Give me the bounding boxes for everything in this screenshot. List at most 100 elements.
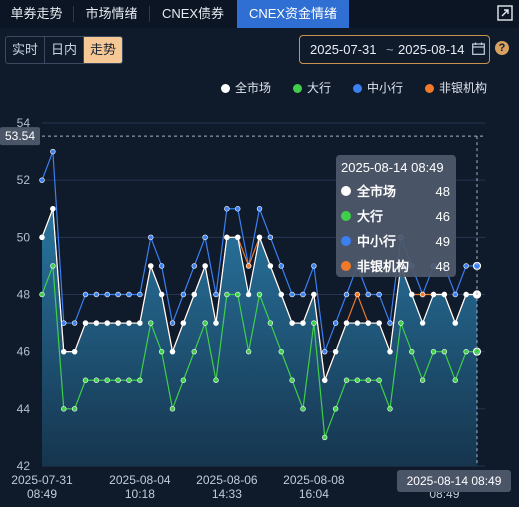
legend-item-all-market[interactable]: 全市场 — [221, 80, 271, 96]
data-point — [267, 320, 274, 326]
data-point — [224, 291, 230, 298]
data-point — [137, 291, 143, 298]
mode-realtime-button[interactable]: 实时 — [6, 37, 46, 63]
data-point — [235, 291, 241, 298]
tooltip-series-value: 46 — [436, 209, 450, 224]
x-tick-label: 08:49 — [27, 487, 57, 501]
data-point — [61, 406, 67, 412]
data-point — [50, 206, 56, 212]
data-point — [180, 291, 187, 298]
data-point — [278, 291, 284, 298]
data-point — [430, 291, 437, 298]
mode-intraday-button[interactable]: 日内 — [45, 37, 85, 63]
y-tick-label: 44 — [17, 402, 31, 416]
legend-dot — [425, 84, 434, 93]
data-point — [71, 406, 78, 412]
data-point — [180, 320, 187, 326]
data-point — [365, 291, 371, 298]
data-point — [267, 263, 274, 269]
help-icon[interactable]: ? — [495, 41, 509, 55]
data-point — [354, 291, 361, 298]
data-point — [245, 291, 252, 298]
data-point — [365, 377, 371, 383]
date-range-picker[interactable]: 2025-07-31 ~ 2025-08-14 — [299, 35, 490, 64]
tooltip-series-value: 48 — [436, 184, 450, 199]
data-point — [256, 234, 263, 241]
tab-bond-trend[interactable]: 单券走势 — [10, 6, 63, 21]
data-point — [289, 291, 295, 298]
data-point — [387, 320, 393, 326]
data-point — [409, 348, 415, 355]
data-point — [202, 320, 208, 326]
data-point — [71, 348, 78, 355]
data-point — [104, 377, 110, 383]
data-point — [224, 206, 230, 212]
data-point — [387, 406, 393, 412]
data-point — [376, 320, 382, 326]
tooltip-dot — [341, 186, 351, 196]
data-point — [148, 320, 154, 326]
tab-cnex-fund-sentiment[interactable]: CNEX资金情绪 — [237, 0, 349, 28]
data-point — [82, 377, 89, 383]
data-point — [311, 263, 317, 269]
data-point — [169, 406, 176, 412]
data-point — [311, 320, 317, 326]
tooltip-series-name: 非银机构 — [357, 259, 409, 274]
data-point — [343, 320, 350, 326]
tooltip-dot — [341, 236, 351, 246]
data-point — [300, 291, 306, 298]
data-point — [332, 348, 339, 355]
data-point — [289, 320, 295, 326]
data-point — [387, 348, 393, 355]
data-point — [235, 234, 241, 241]
data-point — [137, 320, 143, 326]
data-point — [256, 291, 263, 298]
tab-market-sentiment[interactable]: 市场情绪 — [85, 6, 138, 21]
data-point — [245, 263, 252, 269]
mode-switch: 实时 日内 走势 — [5, 36, 124, 64]
end-date: 2025-08-14 — [398, 42, 465, 57]
data-point — [441, 348, 448, 355]
data-point — [419, 291, 426, 298]
data-point — [278, 263, 284, 269]
tooltip-title: 2025-08-14 08:49 — [341, 160, 444, 175]
data-point — [463, 291, 469, 298]
legend-item-big-banks[interactable]: 大行 — [293, 80, 331, 96]
fullscreen-icon[interactable] — [497, 5, 513, 21]
y-tick-label: 54 — [17, 116, 31, 130]
y-tick-label: 50 — [17, 230, 31, 244]
data-point — [376, 377, 382, 383]
x-tick-label: 2025-08-04 — [109, 473, 171, 487]
data-point — [224, 234, 230, 241]
data-point — [256, 206, 263, 212]
data-point — [332, 320, 339, 326]
data-point — [289, 377, 295, 383]
data-point — [332, 406, 339, 412]
tab-bar: 单券走势 市场情绪 CNEX债券 CNEX资金情绪 — [0, 0, 519, 28]
data-point — [148, 263, 154, 269]
start-date: 2025-07-31 — [310, 42, 377, 57]
data-point — [322, 434, 328, 441]
legend-item-small-banks[interactable]: 中小行 — [353, 80, 403, 96]
data-point — [61, 320, 67, 326]
data-point — [39, 291, 45, 298]
data-point — [235, 206, 241, 212]
legend-item-non-bank[interactable]: 非银机构 — [425, 80, 487, 96]
tooltip-box — [336, 155, 456, 277]
data-point — [104, 291, 110, 298]
tooltip-series-value: 49 — [436, 234, 450, 249]
data-point — [115, 377, 121, 383]
crosshair-y-label-box — [0, 127, 40, 146]
tab-cnex-bond[interactable]: CNEX债券 — [161, 6, 225, 21]
data-point — [93, 291, 100, 298]
data-point — [213, 377, 219, 383]
data-point — [213, 320, 219, 326]
data-point — [158, 263, 165, 269]
data-point — [115, 291, 121, 298]
data-point — [191, 291, 197, 298]
mode-trend-button[interactable]: 走势 — [84, 37, 123, 63]
legend-dot — [293, 84, 302, 93]
data-point — [245, 348, 252, 355]
data-point — [50, 148, 56, 155]
